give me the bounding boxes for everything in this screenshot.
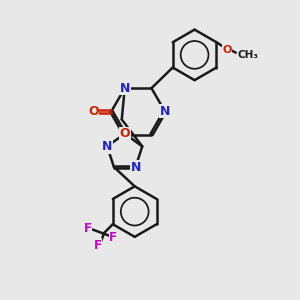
Text: F: F: [94, 238, 102, 251]
Text: CH₃: CH₃: [237, 50, 258, 60]
Text: N: N: [130, 160, 141, 173]
Text: O: O: [88, 105, 99, 118]
Text: O: O: [119, 127, 130, 140]
Text: F: F: [84, 222, 92, 235]
Text: F: F: [109, 231, 117, 244]
Text: N: N: [119, 82, 130, 95]
Text: O: O: [222, 45, 232, 55]
Text: N: N: [160, 105, 170, 118]
Text: N: N: [102, 140, 112, 153]
